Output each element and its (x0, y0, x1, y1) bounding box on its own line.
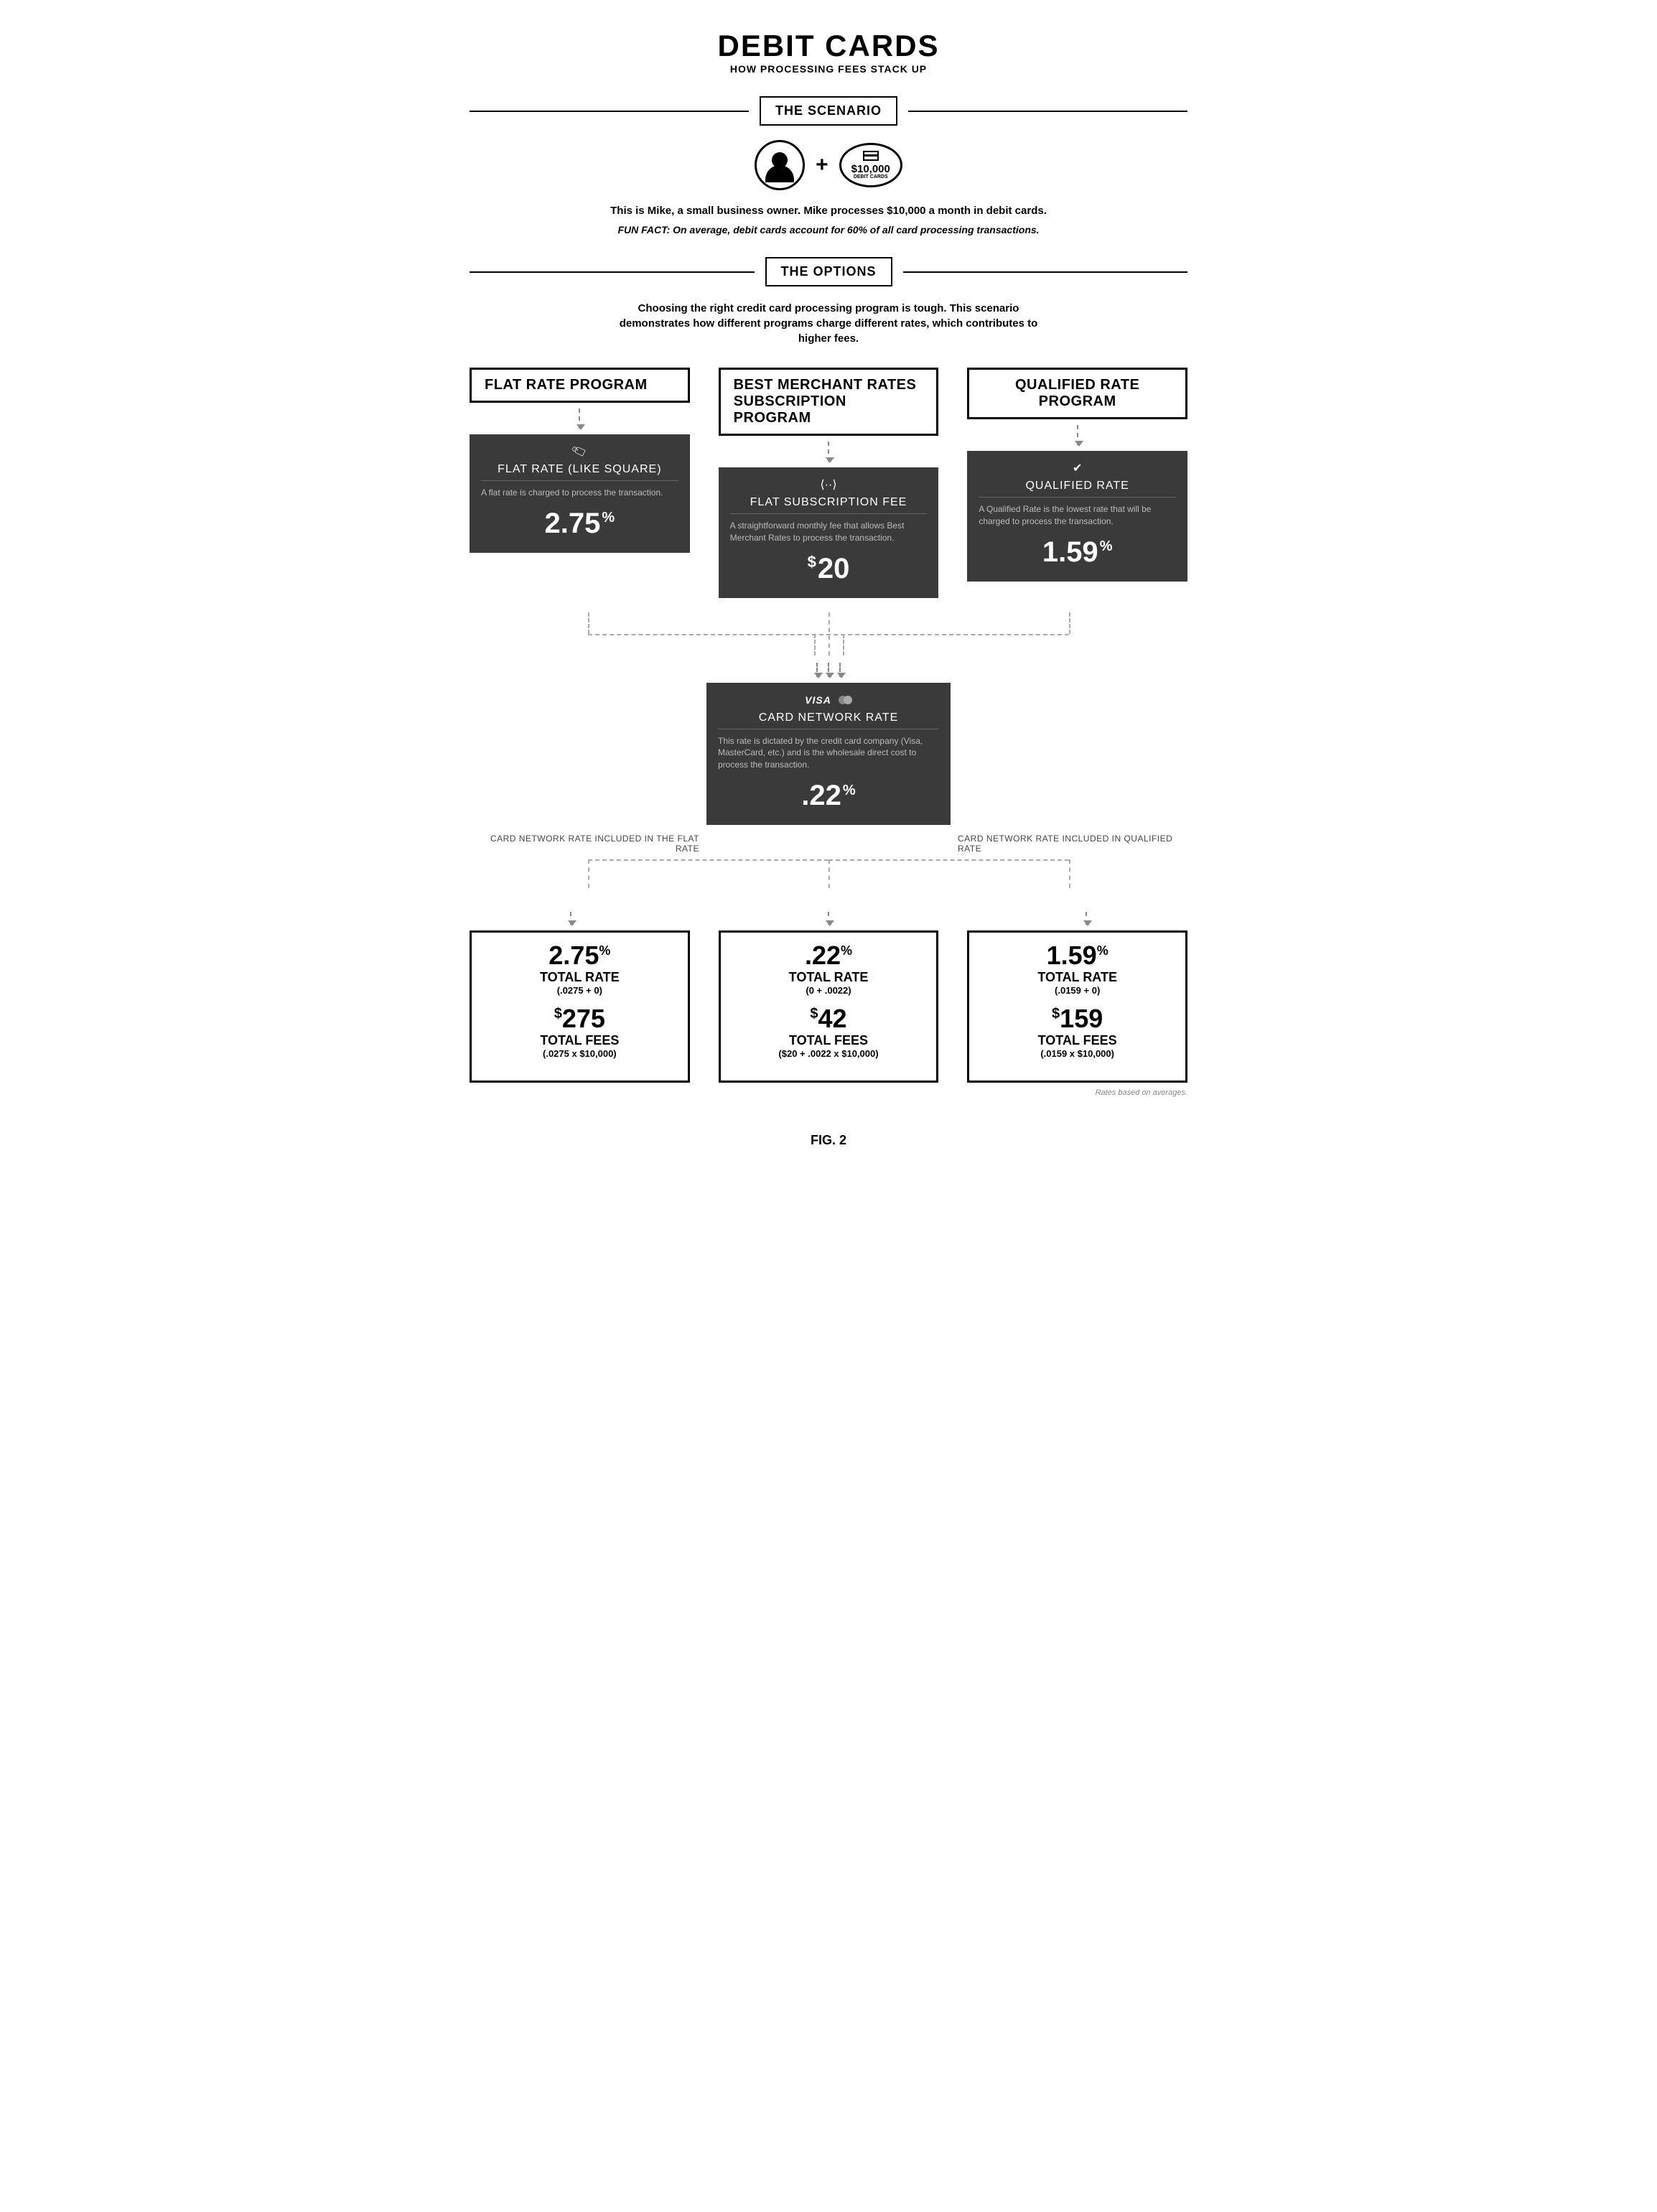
total-fees-label: TOTAL FEES (479, 1033, 681, 1048)
total-fees-label: TOTAL FEES (976, 1033, 1178, 1048)
scenario-divider: THE SCENARIO (470, 96, 1187, 126)
total-rate-label: TOTAL RATE (728, 970, 930, 985)
subscription-fee-formula: ($20 + .0022 x $10,000) (728, 1048, 930, 1059)
amount-label: DEBIT CARDS (851, 174, 890, 179)
card-icon (863, 151, 879, 161)
qualified-card: ✔ QUALIFIED RATE A Qualified Rate is the… (967, 451, 1187, 582)
figure-label: FIG. 2 (470, 1133, 1187, 1148)
tag-icon: 🏷 (481, 444, 678, 459)
subscription-card: ⟨··⟩ FLAT SUBSCRIPTION FEE A straightfor… (719, 467, 939, 598)
amount-badge: $10,000 DEBIT CARDS (839, 143, 902, 187)
triple-arrow-icon (470, 663, 1187, 677)
footnote: Rates based on averages. (470, 1088, 1187, 1097)
included-labels: CARD NETWORK RATE INCLUDED IN THE FLAT R… (470, 834, 1187, 854)
subscription-total-fee: $42 (728, 1006, 930, 1032)
qualified-column: QUALIFIED RATE PROGRAM ✔ QUALIFIED RATE … (967, 368, 1187, 598)
network-value: .22% (718, 780, 939, 812)
network-desc: This rate is dictated by the credit card… (718, 735, 939, 771)
included-right-label: CARD NETWORK RATE INCLUDED IN QUALIFIED … (951, 834, 1187, 854)
result-arrows (470, 906, 1187, 930)
scenario-text: This is Mike, a small business owner. Mi… (577, 205, 1080, 217)
qualified-program-box: QUALIFIED RATE PROGRAM (967, 368, 1187, 419)
total-rate-label: TOTAL RATE (976, 970, 1178, 985)
divider-line (903, 271, 1188, 273)
converge-connector (470, 612, 1187, 655)
subscription-card-title: FLAT SUBSCRIPTION FEE (730, 496, 928, 509)
scenario-fun-fact: FUN FACT: On average, debit cards accoun… (470, 224, 1187, 235)
total-rate-label: TOTAL RATE (479, 970, 681, 985)
total-fees-label: TOTAL FEES (728, 1033, 930, 1048)
scenario-heading: THE SCENARIO (760, 96, 897, 126)
options-divider: THE OPTIONS (470, 257, 1187, 286)
check-icon: ✔ (979, 461, 1176, 475)
arrow-down-icon (579, 409, 580, 429)
network-card-wrap: VISA CARD NETWORK RATE This rate is dict… (470, 683, 1187, 825)
flat-rate-desc: A flat rate is charged to process the tr… (481, 487, 678, 499)
flat-rate-card: 🏷 FLAT RATE (LIKE SQUARE) A flat rate is… (470, 434, 690, 553)
network-rate-card: VISA CARD NETWORK RATE This rate is dict… (706, 683, 951, 825)
subscription-desc: A straightforward monthly fee that allow… (730, 520, 928, 544)
arrow-down-icon (828, 442, 829, 462)
flat-result-box: 2.75% TOTAL RATE (.0275 + 0) $275 TOTAL … (470, 930, 690, 1083)
mastercard-icon (839, 696, 852, 704)
arrow-down-icon (1077, 425, 1078, 445)
program-columns: FLAT RATE PROGRAM 🏷 FLAT RATE (LIKE SQUA… (470, 368, 1187, 598)
qualified-fee-formula: (.0159 x $10,000) (976, 1048, 1178, 1059)
visa-logo: VISA (805, 694, 831, 706)
flat-rate-program-box: FLAT RATE PROGRAM (470, 368, 690, 403)
scenario-graphic: + $10,000 DEBIT CARDS (470, 140, 1187, 190)
options-heading: THE OPTIONS (765, 257, 892, 286)
amount-value: $10,000 (851, 164, 890, 174)
qualified-rate-formula: (.0159 + 0) (976, 985, 1178, 996)
options-intro: Choosing the right credit card processin… (613, 301, 1044, 346)
qualified-desc: A Qualified Rate is the lowest rate that… (979, 503, 1176, 528)
flat-total-rate: 2.75% (479, 943, 681, 969)
result-columns: 2.75% TOTAL RATE (.0275 + 0) $275 TOTAL … (470, 930, 1187, 1083)
divider-line (908, 111, 1187, 112)
divider-line (470, 271, 755, 273)
card-brands-icon: VISA (718, 693, 939, 707)
arrow-down-icon (828, 912, 829, 925)
subscription-value: $20 (730, 553, 928, 585)
infographic-page: DEBIT CARDS HOW PROCESSING FEES STACK UP… (470, 29, 1187, 1148)
flat-fee-formula: (.0275 x $10,000) (479, 1048, 681, 1059)
subscription-result-box: .22% TOTAL RATE (0 + .0022) $42 TOTAL FE… (719, 930, 939, 1083)
divider-line (470, 111, 749, 112)
expand-icon: ⟨··⟩ (730, 477, 928, 492)
arrow-down-icon (570, 912, 571, 925)
main-title: DEBIT CARDS (470, 29, 1187, 63)
flat-rate-formula: (.0275 + 0) (479, 985, 681, 996)
qualified-total-rate: 1.59% (976, 943, 1178, 969)
flat-rate-value: 2.75% (481, 508, 678, 540)
plus-icon: + (816, 153, 828, 177)
subscription-program-box: BEST MERCHANT RATES SUBSCRIPTION PROGRAM (719, 368, 939, 436)
qualified-value: 1.59% (979, 536, 1176, 569)
network-card-title: CARD NETWORK RATE (718, 711, 939, 724)
flat-rate-column: FLAT RATE PROGRAM 🏷 FLAT RATE (LIKE SQUA… (470, 368, 690, 598)
flat-rate-card-title: FLAT RATE (LIKE SQUARE) (481, 463, 678, 476)
qualified-result-box: 1.59% TOTAL RATE (.0159 + 0) $159 TOTAL … (967, 930, 1187, 1083)
diverge-connector (470, 859, 1187, 899)
flat-total-fee: $275 (479, 1006, 681, 1032)
avatar-icon (755, 140, 805, 190)
subtitle: HOW PROCESSING FEES STACK UP (470, 63, 1187, 75)
subscription-rate-formula: (0 + .0022) (728, 985, 930, 996)
included-left-label: CARD NETWORK RATE INCLUDED IN THE FLAT R… (470, 834, 706, 854)
subscription-column: BEST MERCHANT RATES SUBSCRIPTION PROGRAM… (719, 368, 939, 598)
qualified-total-fee: $159 (976, 1006, 1178, 1032)
arrow-down-icon (1086, 912, 1087, 925)
subscription-total-rate: .22% (728, 943, 930, 969)
qualified-card-title: QUALIFIED RATE (979, 480, 1176, 493)
